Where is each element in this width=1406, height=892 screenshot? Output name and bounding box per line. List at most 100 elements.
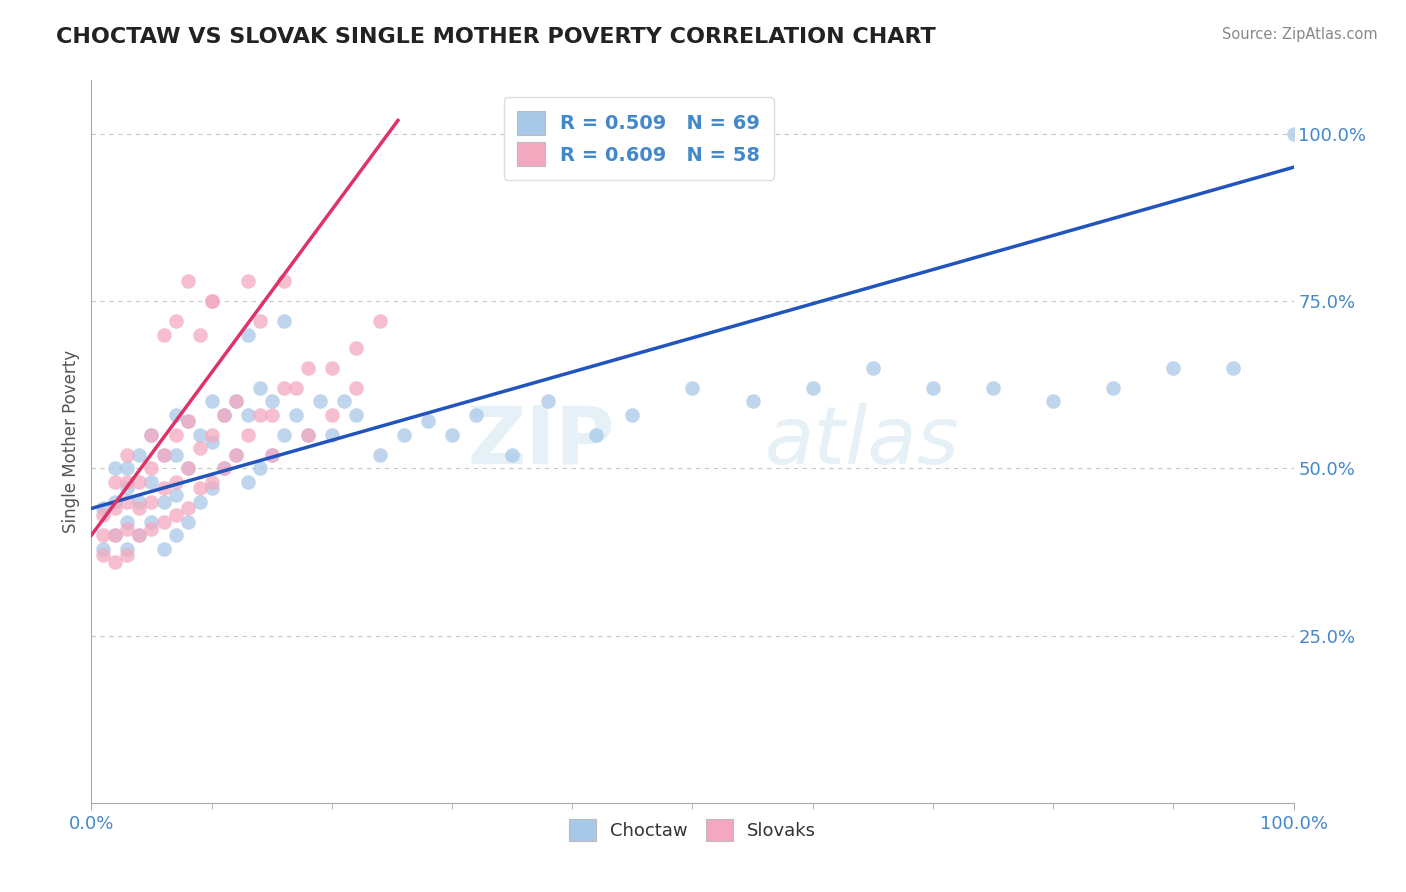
Point xyxy=(201,394,224,409)
Point xyxy=(141,427,163,442)
Point xyxy=(104,461,127,475)
Point xyxy=(152,448,174,462)
Point xyxy=(225,448,247,462)
Point xyxy=(165,488,187,502)
Point xyxy=(260,448,283,462)
Point xyxy=(165,314,187,328)
Text: ZIP: ZIP xyxy=(467,402,614,481)
Point xyxy=(104,555,127,569)
Point xyxy=(273,314,295,328)
Point xyxy=(225,394,247,409)
Point xyxy=(585,427,607,442)
Point xyxy=(176,515,198,529)
Point xyxy=(465,408,488,422)
Point xyxy=(297,427,319,442)
Point xyxy=(1042,394,1064,409)
Point xyxy=(201,475,224,489)
Point xyxy=(212,461,235,475)
Point xyxy=(104,475,127,489)
Point xyxy=(152,515,174,529)
Point xyxy=(1282,127,1305,141)
Point xyxy=(501,448,523,462)
Point xyxy=(93,541,115,556)
Point xyxy=(176,414,198,429)
Text: atlas: atlas xyxy=(765,402,959,481)
Point xyxy=(141,427,163,442)
Point xyxy=(176,414,198,429)
Point xyxy=(152,482,174,496)
Point xyxy=(249,381,271,395)
Point xyxy=(273,274,295,288)
Point xyxy=(152,327,174,342)
Point xyxy=(249,408,271,422)
Point xyxy=(128,475,150,489)
Point xyxy=(141,494,163,508)
Point xyxy=(273,427,295,442)
Point xyxy=(801,381,824,395)
Point xyxy=(201,434,224,449)
Point xyxy=(225,394,247,409)
Point xyxy=(344,341,367,355)
Point xyxy=(321,427,343,442)
Point xyxy=(165,408,187,422)
Point xyxy=(93,501,115,516)
Point xyxy=(236,475,259,489)
Point xyxy=(141,515,163,529)
Point xyxy=(188,442,211,455)
Point xyxy=(249,461,271,475)
Point xyxy=(981,381,1004,395)
Point xyxy=(117,515,139,529)
Point xyxy=(344,381,367,395)
Text: CHOCTAW VS SLOVAK SINGLE MOTHER POVERTY CORRELATION CHART: CHOCTAW VS SLOVAK SINGLE MOTHER POVERTY … xyxy=(56,27,936,46)
Point xyxy=(93,548,115,563)
Point xyxy=(152,448,174,462)
Point xyxy=(236,427,259,442)
Point xyxy=(368,314,391,328)
Point xyxy=(176,274,198,288)
Point xyxy=(176,461,198,475)
Point xyxy=(176,501,198,516)
Point xyxy=(862,361,884,376)
Point xyxy=(201,294,224,309)
Point xyxy=(284,408,307,422)
Point xyxy=(104,501,127,516)
Point xyxy=(117,475,139,489)
Point xyxy=(392,427,415,442)
Point xyxy=(165,475,187,489)
Point xyxy=(117,448,139,462)
Point xyxy=(104,528,127,542)
Point xyxy=(260,448,283,462)
Point xyxy=(368,448,391,462)
Point xyxy=(333,394,356,409)
Point xyxy=(1222,361,1244,376)
Legend: Choctaw, Slovaks: Choctaw, Slovaks xyxy=(561,812,824,848)
Point xyxy=(104,494,127,508)
Point xyxy=(236,327,259,342)
Point xyxy=(260,394,283,409)
Point xyxy=(297,361,319,376)
Point xyxy=(117,541,139,556)
Point xyxy=(297,427,319,442)
Point xyxy=(236,408,259,422)
Point xyxy=(141,461,163,475)
Point xyxy=(212,461,235,475)
Point xyxy=(165,448,187,462)
Point xyxy=(308,394,330,409)
Point xyxy=(537,394,560,409)
Point xyxy=(621,408,644,422)
Point xyxy=(225,448,247,462)
Point xyxy=(93,508,115,523)
Point xyxy=(681,381,703,395)
Point xyxy=(201,427,224,442)
Point xyxy=(273,381,295,395)
Point xyxy=(93,528,115,542)
Point xyxy=(117,461,139,475)
Point xyxy=(152,494,174,508)
Point xyxy=(176,461,198,475)
Point xyxy=(141,475,163,489)
Point xyxy=(344,408,367,422)
Point xyxy=(284,381,307,395)
Y-axis label: Single Mother Poverty: Single Mother Poverty xyxy=(62,350,80,533)
Point xyxy=(165,528,187,542)
Point xyxy=(212,408,235,422)
